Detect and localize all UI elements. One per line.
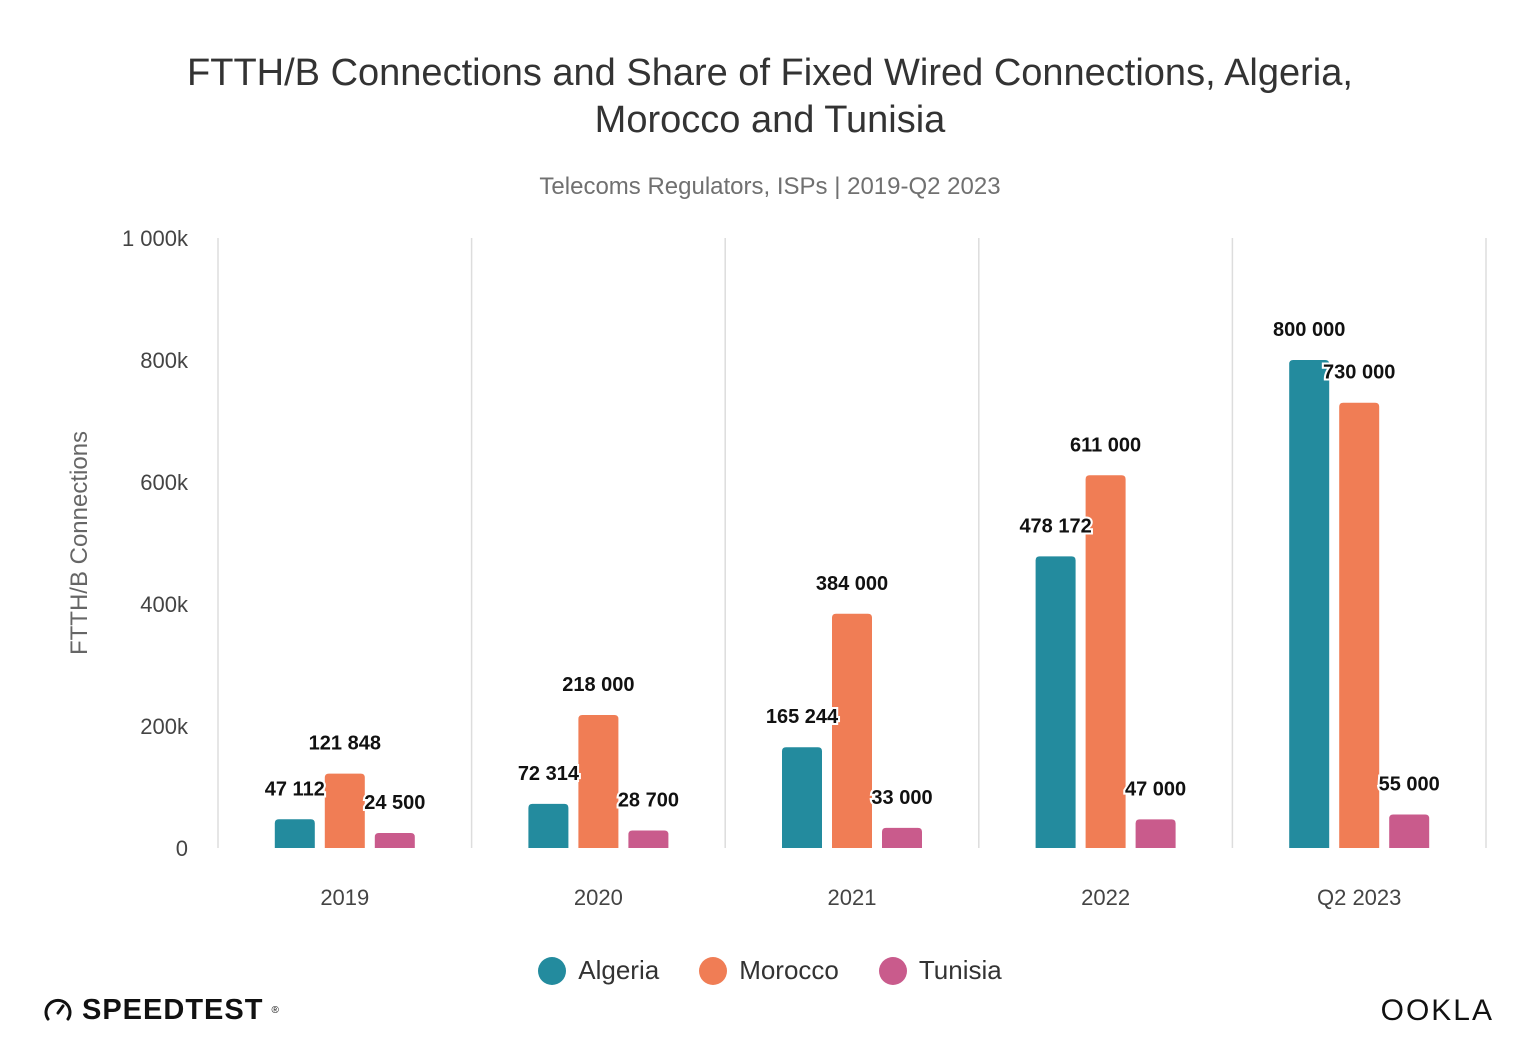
- data-label-morocco: 730 000: [1323, 362, 1395, 384]
- chart-title-line-2: Morocco and Tunisia: [594, 99, 946, 141]
- bar-tunisia: [628, 830, 669, 848]
- data-label-morocco: 218 000: [562, 674, 634, 696]
- data-label-morocco: 384 000: [816, 573, 888, 595]
- data-label-algeria: 47 112: [265, 778, 325, 800]
- bar-algeria: [274, 819, 315, 848]
- x-tick-label: 2022: [1081, 885, 1130, 910]
- bar-algeria: [782, 747, 822, 848]
- legend-item-algeria[interactable]: Algeria: [538, 955, 659, 986]
- bar-tunisia: [1135, 819, 1176, 848]
- data-label-tunisia: 24 500: [364, 792, 425, 814]
- bar-algeria: [1035, 556, 1076, 848]
- x-tick-label: 2019: [320, 885, 369, 910]
- data-label-algeria: 478 172: [1019, 515, 1091, 537]
- bar-tunisia: [374, 833, 415, 848]
- legend-swatch-algeria: [538, 956, 567, 985]
- bar-tunisia: [882, 827, 922, 848]
- data-label-morocco: 611 000: [1070, 434, 1141, 456]
- y-tick-label: 800k: [140, 348, 189, 373]
- bar-morocco: [832, 613, 872, 848]
- bar-tunisia: [1389, 814, 1430, 848]
- legend-label-algeria: Algeria: [578, 955, 660, 985]
- bar-morocco: [1339, 402, 1380, 848]
- gauge-icon: [44, 998, 72, 1020]
- x-tick-label: Q2 2023: [1317, 885, 1401, 910]
- data-label-tunisia: 33 000: [871, 787, 932, 809]
- legend-swatch-tunisia: [878, 956, 907, 985]
- x-tick-label: 2020: [574, 885, 623, 910]
- legend-label-tunisia: Tunisia: [918, 955, 1002, 985]
- bar-algeria: [1289, 360, 1330, 848]
- bar-morocco: [578, 715, 619, 848]
- data-label-algeria: 165 244: [766, 706, 839, 728]
- legend-item-morocco[interactable]: Morocco: [699, 955, 839, 986]
- bar-chart: 0 200k 400k 600k 800k 1 000k FTTH/B Connection…: [66, 226, 1487, 910]
- legend-label-morocco: Morocco: [739, 955, 839, 985]
- speedtest-wordmark: SPEEDTEST: [82, 994, 264, 1026]
- y-axis-title: FTTH/B Connections: [66, 431, 93, 655]
- bar-morocco: [324, 773, 365, 848]
- ookla-wordmark: OOKLA: [1380, 994, 1494, 1027]
- registered-mark: ®: [271, 1005, 279, 1016]
- bar-morocco: [1085, 475, 1126, 848]
- y-tick-label: 400k: [140, 592, 189, 617]
- legend-swatch-morocco: [699, 956, 728, 985]
- data-label-morocco: 121 848: [309, 733, 381, 755]
- data-label-tunisia: 28 700: [618, 789, 679, 811]
- y-tick-label: 200k: [140, 714, 189, 739]
- bar-algeria: [528, 803, 569, 848]
- chart-subtitle: Telecoms Regulators, ISPs | 2019-Q2 2023: [539, 173, 1001, 200]
- data-label-algeria: 72 314: [518, 763, 580, 785]
- y-tick-label: 1 000k: [122, 226, 189, 251]
- chart-title: FTTH/B Connections and Share of Fixed Wi…: [0, 50, 1540, 144]
- speedtest-logo: SPEEDTEST ®: [42, 994, 279, 1027]
- legend: Algeria Morocco Tunisia: [0, 955, 1540, 986]
- chart-title-line-1: FTTH/B Connections and Share of Fixed Wi…: [187, 52, 1353, 94]
- legend-item-tunisia[interactable]: Tunisia: [878, 955, 1002, 986]
- data-label-algeria: 800 000: [1273, 319, 1345, 341]
- y-tick-label: 0: [176, 836, 188, 861]
- data-label-tunisia: 55 000: [1379, 773, 1440, 795]
- data-label-tunisia: 47 000: [1125, 778, 1186, 800]
- y-tick-label: 600k: [140, 470, 189, 495]
- x-tick-label: 2021: [828, 885, 877, 910]
